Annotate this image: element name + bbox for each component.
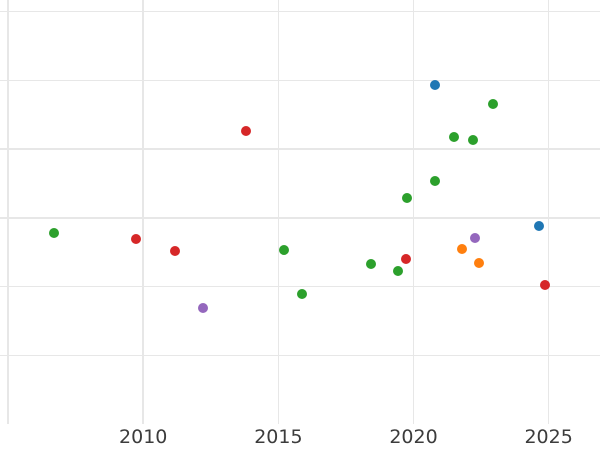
x-tick-label-2020: 2020 [389, 426, 438, 448]
gridline-y-6 [0, 10, 600, 13]
gridline-x-2020 [412, 0, 415, 424]
scatter-point-purple [197, 302, 208, 313]
plot-area [0, 0, 600, 424]
scatter-point-red [539, 280, 550, 291]
gridline-x-2005 [7, 0, 9, 424]
gridline-x-2010 [142, 0, 144, 424]
gridline-y-4 [0, 148, 600, 150]
gridline-y-2 [0, 285, 600, 288]
scatter-point-green [467, 134, 478, 145]
gridline-x-2025 [547, 0, 550, 424]
scatter-point-blue [534, 221, 545, 232]
scatter-point-green [366, 258, 377, 269]
scatter-point-purple [469, 233, 480, 244]
x-tick-label-2025: 2025 [524, 426, 573, 448]
scatter-point-red [130, 234, 141, 245]
scatter-point-green [49, 227, 60, 238]
scatter-point-orange [474, 258, 485, 269]
scatter-point-green [402, 192, 413, 203]
scatter-point-green [278, 245, 289, 256]
scatter-point-green [448, 132, 459, 143]
scatter-point-green [430, 176, 441, 187]
x-tick-label-2015: 2015 [254, 426, 303, 448]
x-tick-label-2010: 2010 [119, 426, 168, 448]
scatter-point-orange [457, 244, 468, 255]
gridline-y-1 [0, 354, 600, 357]
gridline-y-5 [0, 79, 600, 82]
scatter-point-blue [430, 79, 441, 90]
scatter-point-green [297, 289, 308, 300]
gridline-y-3 [0, 217, 600, 219]
scatter-point-red [170, 245, 181, 256]
scatter-point-green [393, 266, 404, 277]
scatter-point-red [240, 125, 251, 136]
gridline-x-2015 [277, 0, 280, 424]
scatter-point-red [401, 254, 412, 265]
scatter-point-green [487, 99, 498, 110]
